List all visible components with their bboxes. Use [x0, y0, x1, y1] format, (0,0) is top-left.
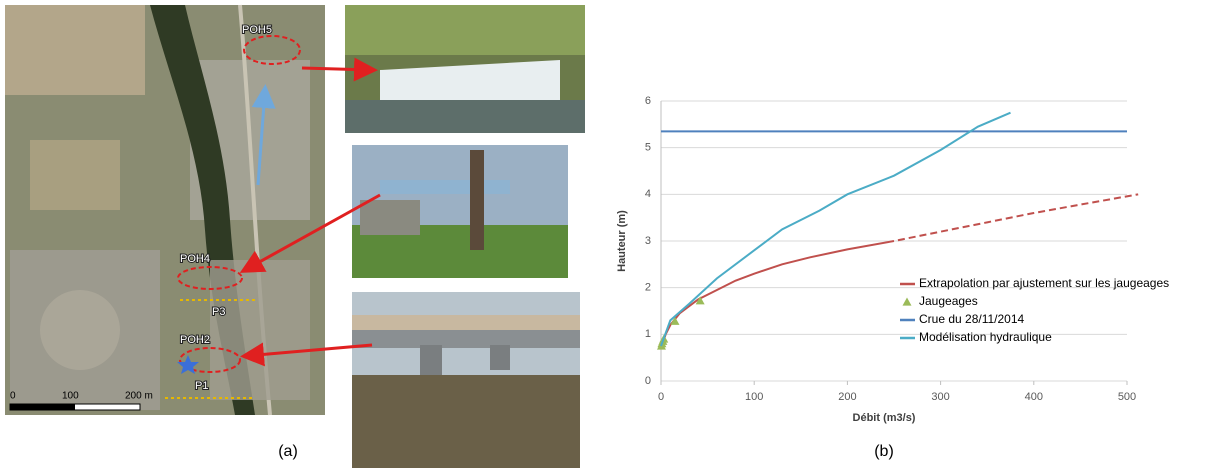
link-arrow: [240, 342, 373, 367]
y-tick-label: 4: [645, 188, 651, 200]
map-label: POH2: [180, 334, 210, 346]
scale-label: 100: [62, 391, 79, 402]
flow-arrow: [251, 84, 276, 186]
scale-label: 0: [10, 391, 16, 402]
aerial-map: [5, 4, 325, 416]
y-tick-label: 3: [645, 235, 651, 247]
x-tick-label: 400: [1025, 391, 1043, 403]
scale-label: 200 m: [125, 391, 153, 402]
map-label: POH5: [242, 24, 272, 36]
x-tick-label: 0: [658, 391, 664, 403]
y-axis-title: Hauteur (m): [616, 210, 628, 272]
x-tick-label: 500: [1118, 391, 1136, 403]
legend-swatch: [902, 297, 912, 306]
legend-label: Crue du 28/11/2014: [919, 312, 1025, 326]
marker: [670, 316, 680, 325]
map-label: POH4: [180, 253, 210, 265]
y-tick-label: 5: [645, 142, 651, 154]
legend-label: Modélisation hydraulique: [919, 330, 1052, 344]
map-label: P1: [195, 380, 208, 392]
link-arrow: [239, 193, 381, 273]
series-line: [660, 111, 1011, 347]
y-tick-label: 1: [645, 328, 651, 340]
x-tick-label: 200: [838, 391, 856, 403]
photo-footbridge: [352, 145, 568, 278]
map-marker: [243, 35, 301, 65]
photo-weir: [345, 5, 585, 133]
map-marker: [179, 347, 241, 373]
scale-bar: [10, 404, 75, 410]
panel-caption: (b): [874, 443, 894, 460]
y-tick-label: 2: [645, 282, 651, 294]
x-tick-label: 100: [745, 391, 763, 403]
x-tick-label: 300: [931, 391, 949, 403]
marker: [695, 296, 705, 305]
photo-road-bridge: [352, 292, 580, 468]
y-tick-label: 0: [645, 375, 651, 387]
map-label: P3: [212, 306, 225, 318]
x-axis-title: Débit (m3/s): [853, 412, 916, 424]
y-tick-label: 6: [645, 95, 651, 107]
map-marker: [177, 266, 243, 290]
legend-label: Extrapolation par ajustement sur les jau…: [919, 276, 1169, 290]
link-arrow: [301, 57, 378, 82]
panel-caption: (a): [278, 443, 298, 460]
series-line: [660, 193, 1139, 347]
star-marker: [177, 355, 199, 374]
legend-label: Jaugeages: [919, 294, 978, 308]
